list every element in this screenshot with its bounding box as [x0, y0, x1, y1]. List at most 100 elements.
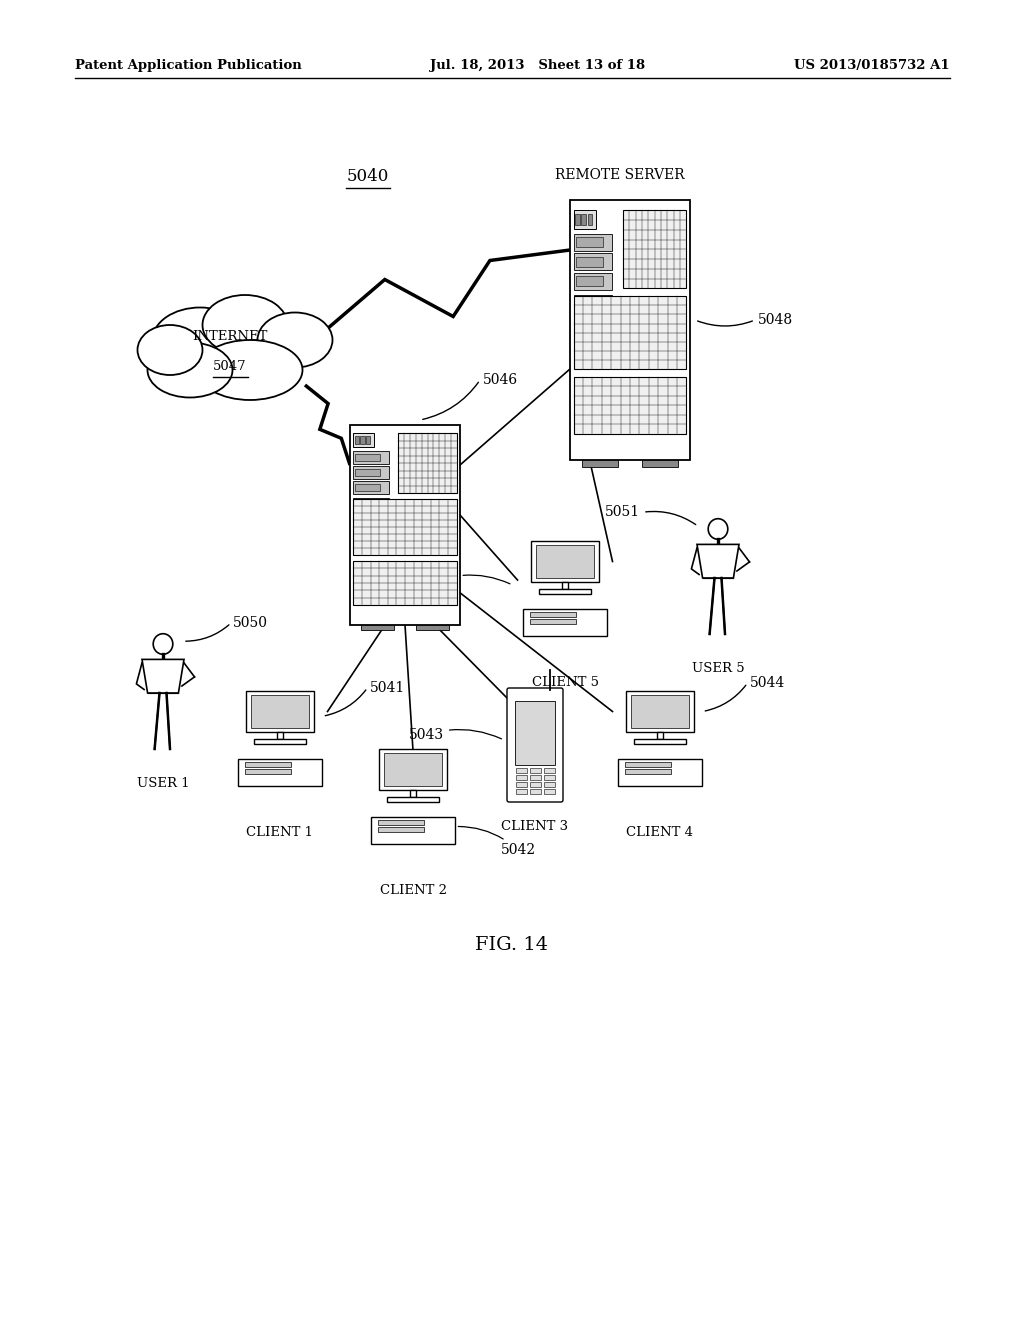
Text: FIG. 14: FIG. 14	[475, 936, 549, 954]
Ellipse shape	[153, 308, 248, 372]
Bar	[529, 775, 541, 780]
Bar	[411, 791, 416, 797]
Bar	[353, 498, 389, 506]
Bar	[350, 425, 460, 624]
Bar	[631, 696, 689, 727]
Text: 5040: 5040	[347, 168, 389, 185]
Bar	[353, 561, 457, 605]
Bar	[523, 609, 607, 636]
Text: 5043: 5043	[409, 729, 502, 742]
Bar	[530, 541, 599, 582]
Bar	[573, 234, 612, 251]
Text: REMOTE SERVER: REMOTE SERVER	[555, 168, 685, 182]
Bar	[529, 619, 575, 623]
Bar	[544, 781, 555, 787]
Text: US 2013/0185732 A1: US 2013/0185732 A1	[795, 58, 950, 71]
Bar	[516, 767, 527, 774]
Text: USER 5: USER 5	[691, 663, 744, 675]
Ellipse shape	[154, 634, 173, 655]
Bar	[573, 253, 612, 271]
Bar	[539, 589, 591, 594]
Bar	[588, 214, 592, 224]
Bar	[626, 690, 694, 733]
Ellipse shape	[137, 325, 203, 375]
Text: 5046: 5046	[483, 374, 518, 387]
Bar	[575, 238, 603, 247]
Bar	[516, 775, 527, 780]
Bar	[573, 376, 686, 434]
Bar	[353, 499, 457, 554]
Bar	[575, 276, 603, 286]
Text: CLIENT 4: CLIENT 4	[627, 825, 693, 838]
Bar	[353, 433, 374, 447]
Text: Patent Application Publication: Patent Application Publication	[75, 58, 302, 71]
Bar	[516, 781, 527, 787]
Bar	[582, 214, 586, 224]
Text: Jul. 18, 2013   Sheet 13 of 18: Jul. 18, 2013 Sheet 13 of 18	[430, 58, 645, 71]
Bar	[360, 436, 365, 445]
Ellipse shape	[147, 342, 232, 397]
Bar	[246, 690, 314, 733]
Bar	[355, 483, 380, 491]
Text: CLIENT 2: CLIENT 2	[380, 883, 446, 896]
Text: 5051: 5051	[605, 506, 640, 519]
Text: 5047: 5047	[213, 360, 247, 374]
Text: 5050: 5050	[233, 616, 268, 630]
Bar	[657, 733, 663, 739]
Bar	[529, 781, 541, 787]
Bar	[367, 436, 371, 445]
Bar	[544, 789, 555, 795]
Bar	[355, 454, 380, 462]
Bar	[245, 768, 291, 774]
Text: 5045: 5045	[422, 573, 510, 587]
Bar	[355, 469, 380, 477]
Bar	[278, 733, 283, 739]
Bar	[251, 696, 309, 727]
Bar	[353, 466, 389, 479]
Bar	[575, 256, 603, 267]
Text: INTERNET: INTERNET	[193, 330, 267, 343]
Text: USER 1: USER 1	[136, 777, 189, 789]
Bar	[378, 826, 424, 832]
Bar	[634, 739, 686, 744]
Bar	[625, 768, 671, 774]
Polygon shape	[697, 544, 739, 578]
Bar	[353, 451, 389, 465]
Bar	[353, 480, 389, 494]
FancyBboxPatch shape	[507, 688, 563, 803]
Bar	[245, 762, 291, 767]
Bar	[570, 201, 690, 459]
Text: 5041: 5041	[370, 681, 404, 694]
Bar	[529, 612, 575, 616]
Bar	[371, 817, 455, 843]
Bar	[582, 459, 618, 466]
Bar	[573, 210, 596, 228]
Bar	[562, 582, 568, 589]
Bar	[625, 762, 671, 767]
Bar	[361, 624, 394, 630]
Ellipse shape	[257, 313, 333, 367]
Text: 5048: 5048	[758, 313, 794, 327]
Bar	[515, 701, 555, 764]
Ellipse shape	[203, 294, 288, 355]
Text: 5042: 5042	[459, 826, 536, 857]
Text: CLIENT 3: CLIENT 3	[502, 820, 568, 833]
Bar	[384, 754, 442, 785]
Bar	[387, 797, 439, 803]
Bar	[529, 767, 541, 774]
Bar	[544, 775, 555, 780]
Ellipse shape	[198, 341, 302, 400]
Bar	[529, 789, 541, 795]
Bar	[642, 459, 678, 466]
Ellipse shape	[709, 519, 728, 540]
Bar	[573, 296, 686, 370]
Bar	[239, 759, 322, 785]
Bar	[378, 820, 424, 825]
Bar	[618, 759, 701, 785]
Bar	[516, 789, 527, 795]
Bar	[544, 767, 555, 774]
Text: CLIENT 5: CLIENT 5	[531, 676, 598, 689]
Bar	[573, 294, 612, 304]
Bar	[623, 210, 686, 288]
Bar	[398, 433, 457, 492]
